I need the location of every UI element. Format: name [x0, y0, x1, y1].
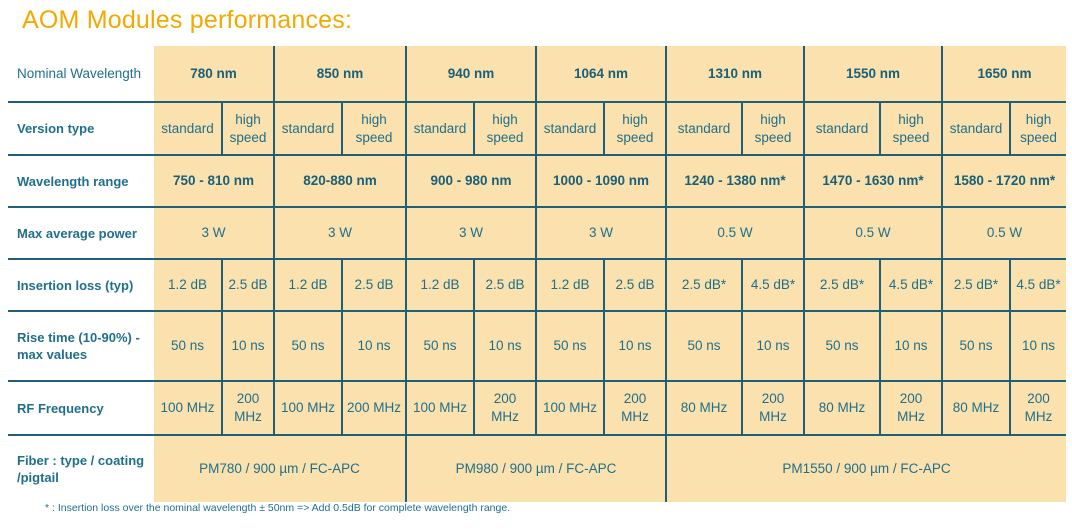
fiber-pm1550: PM1550 / 900 µm / FC-APC [666, 435, 1066, 502]
insertion-cell: 4.5 dB* [1010, 259, 1066, 312]
insertion-cell: 2.5 dB [604, 259, 667, 312]
footnote: * : Insertion loss over the nominal wave… [45, 502, 511, 514]
row-wavelength-range: Wavelength range 750 - 810 nm 820-880 nm… [8, 155, 1066, 208]
insertion-cell: 2.5 dB* [942, 259, 1011, 312]
version-high-speed: high speed [604, 102, 667, 156]
row-max-average-power: Max average power 3 W 3 W 3 W 3 W 0.5 W … [8, 207, 1066, 260]
insertion-cell: 4.5 dB* [742, 259, 805, 312]
power-940: 3 W [406, 207, 537, 260]
rise-cell: 10 ns [1010, 311, 1066, 382]
rise-cell: 50 ns [406, 311, 475, 382]
power-780: 3 W [154, 207, 275, 260]
rise-cell: 10 ns [604, 311, 667, 382]
insertion-cell: 4.5 dB* [880, 259, 943, 312]
fiber-pm780: PM780 / 900 µm / FC-APC [154, 435, 407, 502]
wlrange-1650: 1580 - 1720 nm* [942, 155, 1066, 208]
rise-cell: 50 ns [804, 311, 881, 382]
version-standard: standard [536, 102, 605, 156]
insertion-cell: 2.5 dB [222, 259, 275, 312]
rf-cell: 200 MHz [1010, 381, 1066, 436]
insertion-cell: 2.5 dB [342, 259, 407, 312]
rf-cell: 80 MHz [804, 381, 881, 436]
version-high-speed: high speed [742, 102, 805, 156]
power-1064: 3 W [536, 207, 667, 260]
nominal-1550: 1550 nm [804, 46, 943, 103]
rf-cell: 200 MHz [742, 381, 805, 436]
power-850: 3 W [274, 207, 407, 260]
rise-cell: 50 ns [942, 311, 1011, 382]
version-high-speed: high speed [880, 102, 943, 156]
rf-cell: 200 MHz [474, 381, 537, 436]
row-rf-frequency: RF Frequency 100 MHz 200 MHz 100 MHz 200… [8, 381, 1066, 436]
row-label: Nominal Wavelength [8, 46, 154, 103]
insertion-cell: 1.2 dB [406, 259, 475, 312]
row-label: Wavelength range [8, 155, 154, 208]
wlrange-1310: 1240 - 1380 nm* [666, 155, 805, 208]
rise-cell: 50 ns [154, 311, 223, 382]
rf-cell: 100 MHz [274, 381, 343, 436]
version-high-speed: high speed [342, 102, 407, 156]
rf-cell: 200 MHz [342, 381, 407, 436]
wlrange-1064: 1000 - 1090 nm [536, 155, 667, 208]
nominal-1310: 1310 nm [666, 46, 805, 103]
version-standard: standard [666, 102, 743, 156]
rise-cell: 10 ns [342, 311, 407, 382]
wlrange-780: 750 - 810 nm [154, 155, 275, 208]
insertion-cell: 1.2 dB [536, 259, 605, 312]
version-standard: standard [154, 102, 223, 156]
insertion-cell: 1.2 dB [274, 259, 343, 312]
rise-cell: 10 ns [742, 311, 805, 382]
rf-cell: 80 MHz [942, 381, 1011, 436]
power-1650: 0.5 W [942, 207, 1066, 260]
insertion-cell: 1.2 dB [154, 259, 223, 312]
rf-cell: 100 MHz [536, 381, 605, 436]
power-1310: 0.5 W [666, 207, 805, 260]
row-label: RF Frequency [8, 381, 154, 436]
page-title: AOM Modules performances: [22, 6, 353, 34]
row-label: Insertion loss (typ) [8, 259, 154, 312]
rise-cell: 10 ns [222, 311, 275, 382]
performance-table: Nominal Wavelength 780 nm 850 nm 940 nm … [8, 46, 1066, 502]
version-high-speed: high speed [474, 102, 537, 156]
row-label: Rise time (10-90%) - max values [8, 311, 154, 382]
rf-cell: 200 MHz [604, 381, 667, 436]
rise-cell: 50 ns [536, 311, 605, 382]
row-fiber: Fiber : type / coating /pigtail PM780 / … [8, 435, 1066, 502]
nominal-1064: 1064 nm [536, 46, 667, 103]
insertion-cell: 2.5 dB [474, 259, 537, 312]
rise-cell: 10 ns [474, 311, 537, 382]
fiber-pm980: PM980 / 900 µm / FC-APC [406, 435, 667, 502]
rise-cell: 10 ns [880, 311, 943, 382]
rise-cell: 50 ns [274, 311, 343, 382]
insertion-cell: 2.5 dB* [666, 259, 743, 312]
version-standard: standard [942, 102, 1011, 156]
wlrange-1550: 1470 - 1630 nm* [804, 155, 943, 208]
nominal-940: 940 nm [406, 46, 537, 103]
power-1550: 0.5 W [804, 207, 943, 260]
rf-cell: 200 MHz [222, 381, 275, 436]
row-version-type: Version type standard high speed standar… [8, 102, 1066, 156]
version-standard: standard [804, 102, 881, 156]
version-high-speed: high speed [1010, 102, 1066, 156]
rf-cell: 100 MHz [406, 381, 475, 436]
wlrange-850: 820-880 nm [274, 155, 407, 208]
row-label: Max average power [8, 207, 154, 260]
nominal-780: 780 nm [154, 46, 275, 103]
rf-cell: 200 MHz [880, 381, 943, 436]
version-high-speed: high speed [222, 102, 275, 156]
rise-cell: 50 ns [666, 311, 743, 382]
row-nominal-wavelength: Nominal Wavelength 780 nm 850 nm 940 nm … [8, 46, 1066, 103]
nominal-1650: 1650 nm [942, 46, 1066, 103]
row-insertion-loss: Insertion loss (typ) 1.2 dB 2.5 dB 1.2 d… [8, 259, 1066, 312]
rf-cell: 100 MHz [154, 381, 223, 436]
wlrange-940: 900 - 980 nm [406, 155, 537, 208]
nominal-850: 850 nm [274, 46, 407, 103]
insertion-cell: 2.5 dB* [804, 259, 881, 312]
version-standard: standard [406, 102, 475, 156]
row-rise-time: Rise time (10-90%) - max values 50 ns 10… [8, 311, 1066, 382]
row-label: Version type [8, 102, 154, 156]
version-standard: standard [274, 102, 343, 156]
row-label: Fiber : type / coating /pigtail [8, 435, 154, 502]
rf-cell: 80 MHz [666, 381, 743, 436]
